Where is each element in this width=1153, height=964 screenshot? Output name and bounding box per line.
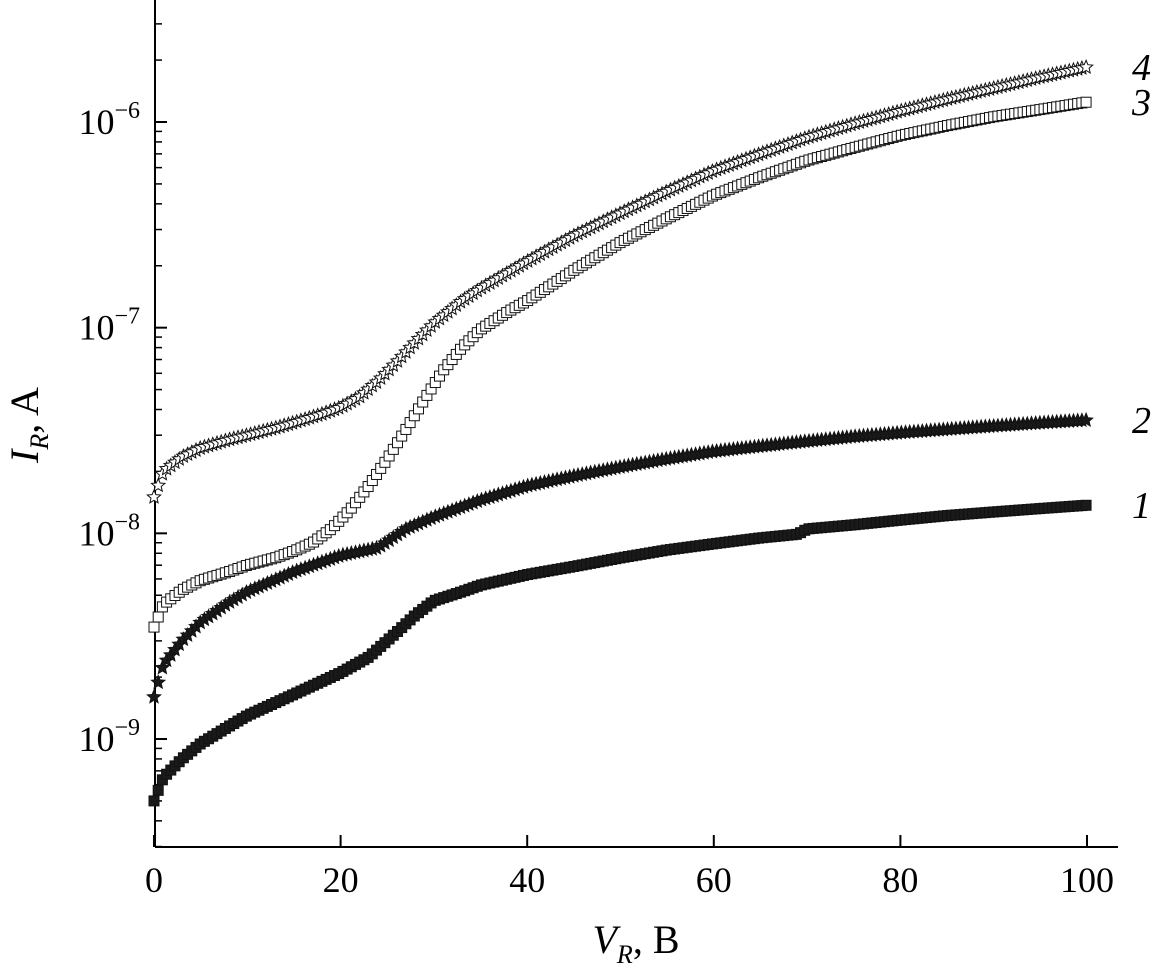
series-2-point [154, 659, 171, 675]
series-label-4: 4 [1132, 47, 1151, 89]
x-tick-label: 60 [696, 860, 732, 900]
x-tick-label: 20 [323, 860, 359, 900]
y-axis-title: IR, A [2, 387, 54, 464]
x-tick-label: 100 [1060, 860, 1114, 900]
series-3-point [152, 611, 164, 623]
series-label-1: 1 [1132, 485, 1151, 527]
series-layer [146, 59, 1094, 807]
series-4-point [146, 488, 162, 504]
series-label-2: 2 [1132, 400, 1151, 442]
series-2-point [146, 688, 162, 704]
series-label-3: 3 [1131, 82, 1151, 124]
series-4 [146, 59, 1094, 504]
x-tick-label: 40 [509, 860, 545, 900]
series-labels: 1 2 34 [1131, 47, 1151, 527]
series-2 [146, 411, 1094, 704]
axes [154, 0, 1118, 848]
series-3-point [1080, 96, 1092, 108]
y-tick-label: 10−8 [78, 509, 140, 553]
series-3-point [148, 621, 160, 633]
x-axis-ticks: 0 20 40 60 80 100 [145, 835, 1114, 900]
x-tick-label: 80 [882, 860, 918, 900]
series-1 [148, 499, 1092, 807]
series-4-point [1078, 59, 1094, 74]
series-3 [148, 96, 1092, 633]
y-tick-label: 10−7 [78, 304, 140, 348]
series-1-point [152, 784, 164, 796]
series-2-point [1078, 411, 1094, 427]
y-tick-label: 10−9 [78, 715, 140, 759]
series-1-point [1080, 499, 1092, 511]
series-2-point [150, 674, 167, 690]
x-axis-title: VR, B [592, 917, 679, 964]
series-4-point [150, 477, 167, 493]
series-1-point [148, 795, 160, 807]
x-tick-label: 0 [145, 860, 163, 900]
y-tick-label: 10−6 [78, 98, 140, 142]
y-axis-ticks: 10−9 10−8 10−7 10−6 [78, 23, 167, 848]
